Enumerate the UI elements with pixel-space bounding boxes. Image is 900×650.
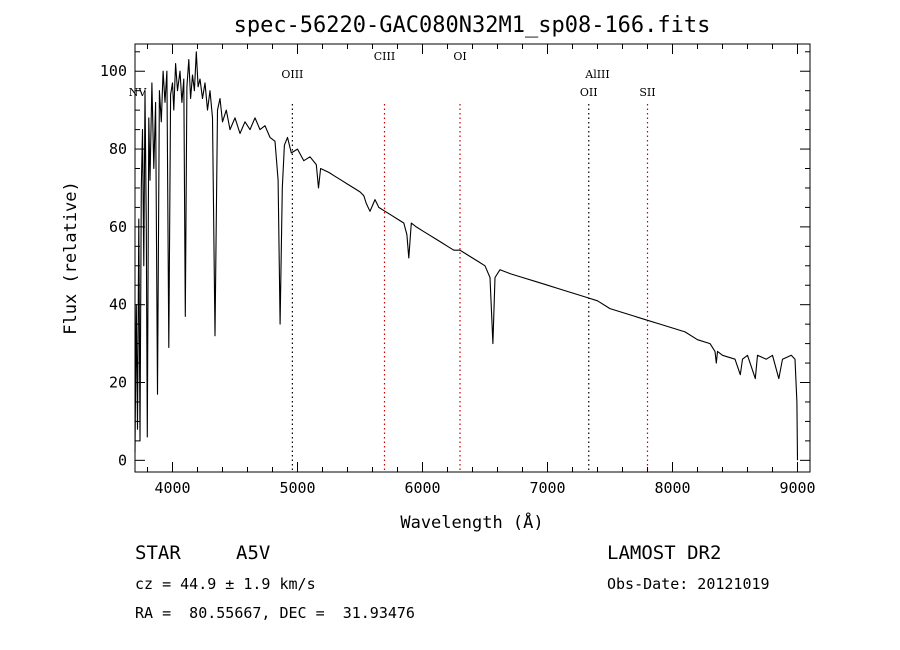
axes: 4000 5000 6000 7000 8000 9000 0 20 40 60 80 100 [100,43,816,497]
x-tick-label: 5000 [279,479,315,497]
emission-line-label: CIII [374,50,395,63]
emission-line-label: NV [129,86,148,99]
emission-line-label: OI [453,50,466,63]
x-tick-label: 8000 [654,479,690,497]
observation-date: Obs-Date: 20121019 [607,575,770,593]
emission-line-label: OIII [281,68,303,81]
object-class: STAR [135,542,181,564]
spectrum-line [134,51,799,461]
x-tick-label: 4000 [154,479,190,497]
y-tick-label: 60 [109,218,127,236]
y-tick-label: 0 [118,451,127,469]
survey-name: LAMOST DR2 [607,542,722,564]
y-axis-label: Flux (relative) [61,181,81,335]
x-tick-label: 7000 [529,479,565,497]
x-tick-label: 9000 [779,479,815,497]
emission-line-label: OII [580,86,598,99]
y-tick-label: 20 [109,374,127,392]
chart-title: spec-56220-GAC080N32M1_sp08-166.fits [234,13,711,38]
y-tick-label: 40 [109,296,127,314]
coordinates-readout: RA = 80.55667, DEC = 31.93476 [135,604,415,622]
redshift-readout: cz = 44.9 ± 1.9 km/s [135,575,316,593]
x-tick-label: 6000 [404,479,440,497]
plot-area [134,51,799,461]
emission-line-label: SII [639,86,655,99]
y-tick-label: 80 [109,140,127,158]
x-axis-label: Wavelength (Å) [400,511,543,533]
object-subclass: A5V [236,542,271,564]
emission-line-label: AlIII [584,68,610,81]
emission-line-markers: NV OIII CIII OI AlIII OII SII [129,50,656,472]
y-tick-label: 100 [100,62,127,80]
